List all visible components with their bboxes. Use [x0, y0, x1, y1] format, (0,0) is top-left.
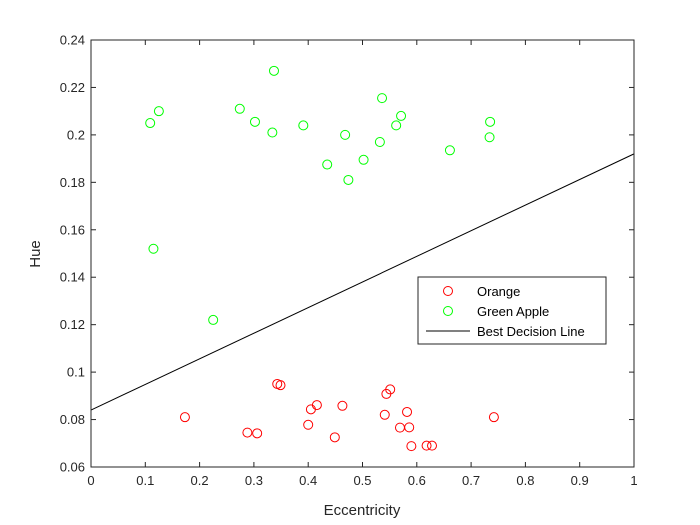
y-tick-label: 0.2: [67, 127, 85, 142]
data-point-green-apple: [377, 93, 388, 104]
data-point-orange: [329, 432, 340, 443]
data-point-orange: [404, 422, 415, 433]
data-point-green-apple: [396, 110, 407, 121]
data-point-orange: [488, 412, 499, 423]
data-point-orange: [179, 412, 190, 423]
data-point-green-apple: [268, 65, 279, 76]
x-axis-label: Eccentricity: [324, 502, 401, 519]
x-tick-label: 0.1: [136, 473, 154, 488]
data-point-orange: [402, 406, 413, 417]
data-point-green-apple: [208, 314, 219, 325]
y-tick-label: 0.22: [60, 80, 85, 95]
x-tick-label: 0.4: [299, 473, 317, 488]
data-point-green-apple: [249, 116, 260, 127]
legend-label-decision-line: Best Decision Line: [477, 324, 585, 339]
x-tick-label: 0.8: [516, 473, 534, 488]
data-point-green-apple: [485, 116, 496, 127]
plot-area: [91, 40, 634, 467]
data-point-orange: [311, 400, 322, 411]
legend: Orange Green Apple Best Decision Line: [417, 276, 607, 345]
x-tick-label: 0.5: [353, 473, 371, 488]
x-tick-label: 0.2: [191, 473, 209, 488]
y-tick-label: 0.16: [60, 222, 85, 237]
x-tick-label: 0.7: [462, 473, 480, 488]
x-tick-label: 0.9: [571, 473, 589, 488]
legend-label-green-apple: Green Apple: [477, 304, 549, 319]
chart-marks: [90, 65, 635, 452]
y-tick-label: 0.06: [60, 460, 85, 475]
data-point-green-apple: [358, 154, 369, 165]
legend-box: [417, 276, 607, 345]
data-point-green-apple: [145, 118, 156, 129]
data-point-orange: [252, 428, 263, 439]
data-point-green-apple: [340, 129, 351, 140]
data-point-orange: [242, 427, 253, 438]
legend-label-orange: Orange: [477, 284, 520, 299]
data-point-orange: [406, 441, 417, 452]
y-tick-label: 0.08: [60, 412, 85, 427]
data-point-orange: [303, 419, 314, 430]
y-tick-label: 0.12: [60, 317, 85, 332]
data-point-orange: [385, 384, 396, 395]
y-tick-label: 0.18: [60, 175, 85, 190]
data-point-orange: [337, 400, 348, 411]
data-point-orange: [427, 440, 438, 451]
x-tick-label: 1: [630, 473, 637, 488]
data-point-green-apple: [391, 120, 402, 131]
data-point-green-apple: [343, 174, 354, 185]
data-point-green-apple: [444, 145, 455, 156]
data-point-green-apple: [298, 120, 309, 131]
data-point-orange: [275, 380, 286, 391]
x-tick-label: 0: [87, 473, 94, 488]
y-axis-label: Hue: [27, 240, 44, 268]
x-tick-label: 0.6: [408, 473, 426, 488]
y-tick-label: 0.1: [67, 365, 85, 380]
data-point-green-apple: [374, 137, 385, 148]
data-point-orange: [379, 409, 390, 420]
data-point-orange: [421, 440, 432, 451]
data-point-green-apple: [267, 127, 278, 138]
y-tick-label: 0.14: [60, 270, 85, 285]
data-point-green-apple: [148, 243, 159, 254]
data-point-green-apple: [153, 106, 164, 117]
data-point-green-apple: [484, 132, 495, 143]
legend-marker-green-apple: [443, 306, 453, 316]
y-tick-label: 0.24: [60, 33, 85, 48]
legend-marker-orange: [443, 286, 453, 296]
x-tick-label: 0.3: [245, 473, 263, 488]
data-point-green-apple: [234, 103, 245, 114]
axes: 0 0.1 0.2 0.3 0.4 0.5 0.6 0.7 0.8 0.9 1 0.06 0.08 0.1…: [60, 33, 638, 489]
decision-line: [90, 153, 635, 411]
data-point-green-apple: [322, 159, 333, 170]
